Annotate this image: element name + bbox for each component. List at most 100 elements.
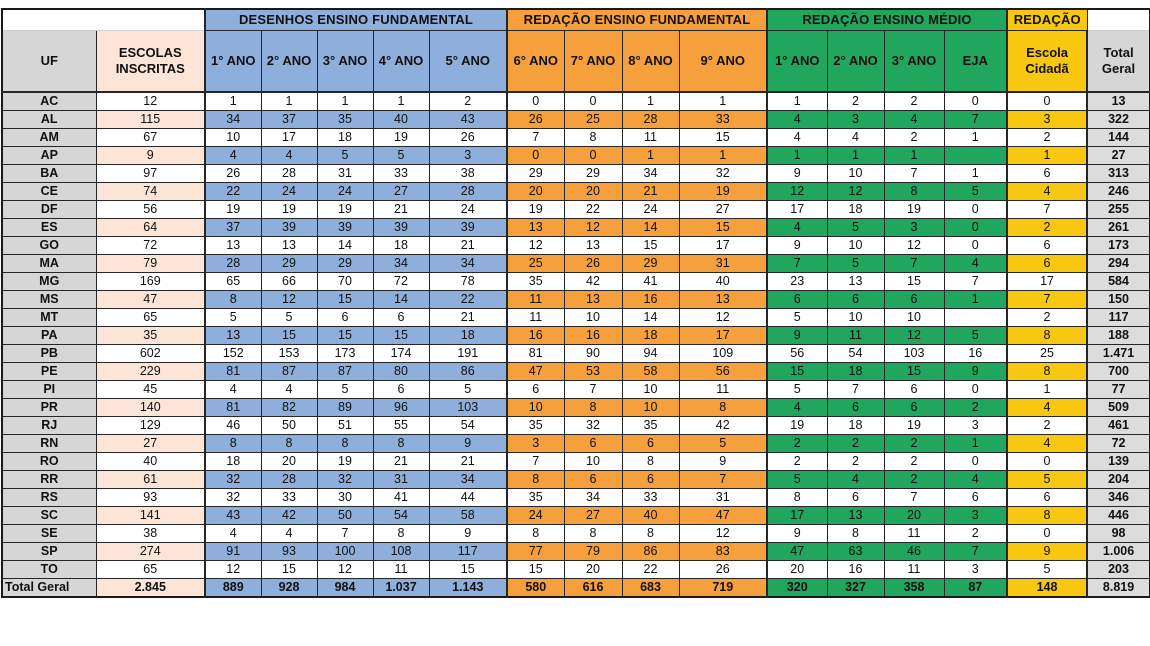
table-cell: 152 (204, 343, 262, 363)
table-cell: 3 (1006, 109, 1088, 129)
table-cell: 20 (883, 505, 945, 525)
table-cell: 8 (204, 289, 262, 309)
column-header: Escola Cidadã (1006, 29, 1088, 93)
table-cell: 27 (678, 199, 768, 219)
table-cell: 28 (428, 181, 508, 201)
row-header: SC (1, 505, 97, 525)
column-header: 9° ANO (678, 29, 768, 93)
table-cell: 13 (826, 271, 885, 291)
table-row: SE 38 4 4 7 8 9 8 8 8 12 9 8 11 2 0 98 (1, 523, 1150, 543)
table-cell: 0 (943, 235, 1008, 255)
table-cell: 28 (204, 253, 262, 273)
table-cell: 4 (766, 397, 828, 417)
row-header: SE (1, 523, 97, 543)
spreadsheet-area: DESENHOS ENSINO FUNDAMENTAL REDAÇÃO ENSIN… (1, 8, 1150, 598)
table-row: MG 169 65 66 70 72 78 35 42 41 40 23 13 15 7 17 584 (1, 271, 1150, 291)
table-cell: 150 (1086, 289, 1150, 309)
column-header: 4° ANO (372, 29, 430, 93)
table-cell: 148 (1006, 577, 1088, 598)
table-cell: 72 (95, 235, 206, 255)
table-cell: 35 (506, 487, 565, 507)
table-cell: 5 (766, 307, 828, 327)
table-cell: 27 (1086, 145, 1150, 165)
table-cell: 18 (826, 199, 885, 219)
table-cell: 616 (563, 577, 623, 598)
table-cell: 83 (678, 541, 768, 561)
table-cell: 8 (678, 397, 768, 417)
table-cell: 26 (678, 559, 768, 579)
table-cell: 7 (1006, 199, 1088, 219)
table-cell: 16 (563, 325, 623, 345)
table-cell: 20 (260, 451, 318, 471)
table-cell: 358 (883, 577, 945, 598)
table-cell: 93 (260, 541, 318, 561)
table-cell: 66 (260, 271, 318, 291)
table-cell: 77 (506, 541, 565, 561)
row-header: ES (1, 217, 97, 237)
table-cell: 15 (428, 559, 508, 579)
table-cell: 1.037 (372, 577, 430, 598)
table-cell: 1 (621, 91, 680, 111)
table-cell: 6 (883, 397, 945, 417)
table-cell: 20 (766, 559, 828, 579)
table-cell: 45 (95, 379, 206, 399)
table-cell: 5 (316, 145, 374, 165)
table-cell: 10 (621, 379, 680, 399)
row-header: RJ (1, 415, 97, 435)
table-cell: 1 (943, 433, 1008, 453)
table-cell: 7 (883, 253, 945, 273)
table-cell: 140 (95, 397, 206, 417)
table-cell: 4 (260, 379, 318, 399)
table-cell: 35 (95, 325, 206, 345)
table-cell: 9 (428, 433, 508, 453)
row-header: Total Geral (1, 577, 97, 598)
table-cell: 19 (883, 199, 945, 219)
table-cell: 15 (372, 325, 430, 345)
table-cell: 1.006 (1086, 541, 1150, 561)
table-cell: 5 (1006, 469, 1088, 489)
table-cell: 2 (826, 451, 885, 471)
table-cell: 0 (506, 91, 565, 111)
column-header: EJA (943, 29, 1008, 93)
column-header: ESCOLAS INSCRITAS (95, 29, 206, 93)
row-header: MS (1, 289, 97, 309)
table-cell: 7 (678, 469, 768, 489)
table-cell: 15 (766, 361, 828, 381)
table-cell: 0 (1006, 451, 1088, 471)
table-cell: 11 (621, 127, 680, 147)
table-cell: 4 (766, 127, 828, 147)
row-header: AM (1, 127, 97, 147)
row-header: SP (1, 541, 97, 561)
table-cell: 115 (95, 109, 206, 129)
table-cell: 81 (204, 397, 262, 417)
table-cell: 20 (563, 181, 623, 201)
table-cell: 17 (678, 325, 768, 345)
table-cell: 39 (372, 217, 430, 237)
table-cell: 2 (883, 451, 945, 471)
table-cell: 11 (372, 559, 430, 579)
table-cell: 683 (621, 577, 680, 598)
row-header: AP (1, 145, 97, 165)
table-row: PA 35 13 15 15 15 18 16 16 18 17 9 11 12 5 8 188 (1, 325, 1150, 345)
table-cell: 10 (826, 307, 885, 327)
table-cell: 65 (95, 307, 206, 327)
table-cell: 261 (1086, 217, 1150, 237)
table-cell: 47 (95, 289, 206, 309)
table-cell: 129 (95, 415, 206, 435)
table-row: MT 65 5 5 6 6 21 11 10 14 12 5 10 10 2 117 (1, 307, 1150, 327)
table-cell: 13 (563, 289, 623, 309)
table-cell: 26 (428, 127, 508, 147)
table-cell: 19 (678, 181, 768, 201)
table-cell: 72 (372, 271, 430, 291)
table-cell: 5 (943, 181, 1008, 201)
row-header: PB (1, 343, 97, 363)
table-cell: 4 (766, 217, 828, 237)
table-cell: 38 (95, 523, 206, 543)
table-cell: 8 (563, 523, 623, 543)
table-cell: 40 (678, 271, 768, 291)
table-cell: 70 (316, 271, 374, 291)
column-header: UF (1, 29, 97, 93)
table-cell: 31 (678, 487, 768, 507)
table-cell: 2 (826, 433, 885, 453)
table-cell: 44 (428, 487, 508, 507)
